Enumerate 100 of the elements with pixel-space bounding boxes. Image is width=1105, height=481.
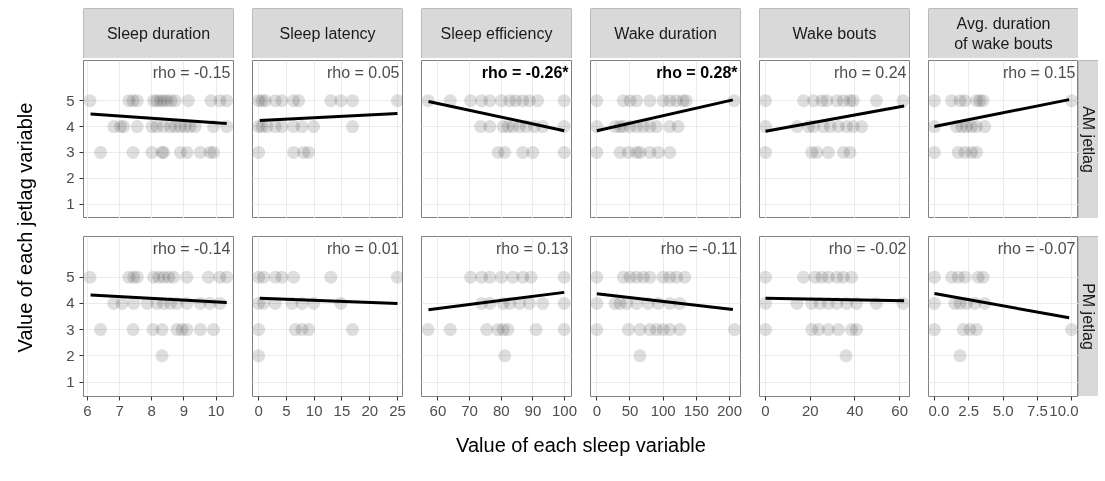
point — [346, 323, 359, 337]
point — [536, 296, 550, 310]
annotation: rho = 0.28* — [656, 63, 739, 81]
point — [495, 270, 509, 284]
y-tick-label: 5 — [66, 268, 75, 286]
x-tick-label: 100 — [650, 401, 676, 419]
point — [126, 323, 140, 337]
x-axis-title: Value of each sleep variable — [456, 433, 706, 456]
y-tick-label: 4 — [66, 117, 75, 135]
y-tick-label: 1 — [66, 195, 75, 213]
x-tick-label: 0 — [254, 401, 263, 419]
x-tick-label: 60 — [429, 401, 447, 419]
point — [115, 296, 129, 310]
annotation: rho = -0.02 — [828, 239, 907, 257]
point — [94, 145, 108, 159]
point — [464, 270, 478, 284]
point — [928, 323, 941, 337]
x-tick-label: 10 — [207, 401, 225, 419]
x-tick-label: 90 — [524, 401, 542, 419]
point — [130, 94, 144, 108]
point — [928, 270, 941, 284]
x-tick-label: 10.0 — [1049, 401, 1079, 419]
annotation: rho = 0.01 — [327, 239, 400, 257]
y-tick-label: 2 — [66, 346, 75, 364]
annotation: rho = -0.15 — [152, 63, 231, 81]
y-tick-label: 4 — [66, 294, 75, 312]
x-tick-label: 150 — [683, 401, 709, 419]
point — [501, 323, 515, 337]
y-axis-title: Value of each jetlag variable — [13, 102, 36, 353]
annotation: rho = 0.15 — [1003, 63, 1076, 81]
point — [220, 94, 234, 108]
x-tick-label: 20 — [801, 401, 819, 419]
point — [168, 94, 182, 108]
annotation: rho = 0.13 — [496, 239, 569, 257]
x-tick-label: 10 — [305, 401, 323, 419]
point — [590, 296, 604, 310]
annotation: rho = -0.14 — [152, 239, 231, 257]
y-tick-label: 1 — [66, 373, 75, 391]
x-tick-label: 200 — [717, 401, 743, 419]
point — [590, 270, 604, 284]
point — [759, 296, 773, 310]
point — [759, 270, 773, 284]
point — [421, 323, 435, 337]
point — [275, 270, 289, 284]
annotation: rho = -0.26* — [481, 63, 570, 81]
point — [83, 94, 97, 108]
point — [94, 323, 108, 337]
point — [483, 270, 497, 284]
point — [633, 349, 647, 363]
point — [958, 270, 972, 284]
point — [976, 270, 990, 284]
point — [953, 349, 967, 363]
x-tick-label: 5 — [282, 401, 291, 419]
y2-axis-title: PM jetlag — [1080, 283, 1097, 350]
chart-title: Avg. duration of wake bouts — [954, 15, 1053, 52]
point — [928, 296, 941, 310]
x-tick-label: 20 — [361, 401, 379, 419]
x-tick-label: 5.0 — [992, 401, 1014, 419]
x-tick-label: 0 — [592, 401, 601, 419]
point — [155, 323, 169, 337]
point — [529, 323, 543, 337]
x-tick-label: 7.5 — [1027, 401, 1048, 419]
point — [839, 349, 853, 363]
x-tick-label: 6 — [83, 401, 92, 419]
point — [287, 270, 301, 284]
point — [391, 270, 403, 284]
point — [969, 323, 983, 337]
point — [678, 270, 692, 284]
point — [252, 323, 266, 337]
y-tick-label: 3 — [66, 320, 75, 338]
point — [252, 349, 266, 363]
x-tick-label: 60 — [891, 401, 909, 419]
annotation: rho = -0.11 — [660, 239, 738, 257]
point — [83, 270, 97, 284]
x-tick-label: 80 — [492, 401, 510, 419]
x-tick-label: 0.0 — [928, 401, 950, 419]
y-tick-label: 2 — [66, 169, 75, 187]
annotation: rho = 0.05 — [327, 63, 400, 81]
point — [220, 270, 234, 284]
point — [480, 323, 494, 337]
point — [498, 349, 512, 363]
y-tick-label: 5 — [66, 91, 75, 109]
point — [728, 323, 741, 337]
point — [180, 323, 194, 337]
point — [845, 270, 859, 284]
point — [257, 270, 271, 284]
point — [831, 323, 845, 337]
annotation: rho = -0.07 — [997, 239, 1076, 257]
point — [302, 323, 316, 337]
point — [759, 323, 773, 337]
chart-title: Sleep efficiency — [440, 25, 553, 42]
point — [797, 270, 811, 284]
point — [557, 323, 571, 337]
x-tick-label: 7 — [115, 401, 124, 419]
point — [443, 323, 457, 337]
x-tick-label: 25 — [389, 401, 406, 419]
x-tick-label: 9 — [179, 401, 189, 419]
point — [167, 270, 181, 284]
point — [590, 323, 604, 337]
y-tick-label: 3 — [66, 143, 75, 161]
